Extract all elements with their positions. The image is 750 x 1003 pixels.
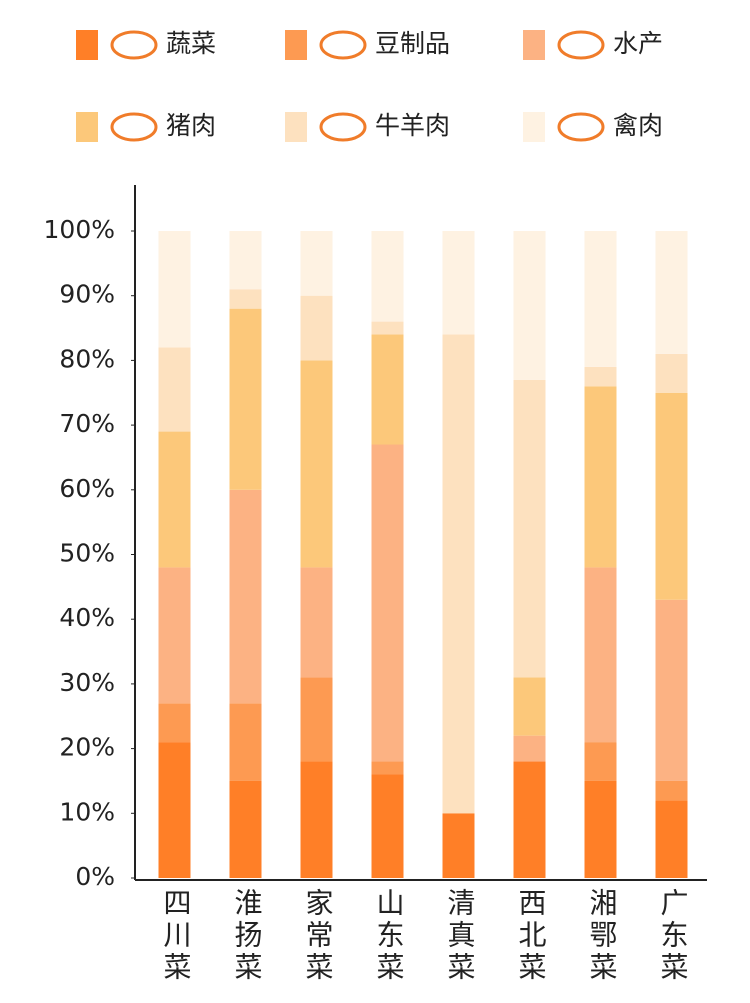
x-tick-label: 广东菜 xyxy=(657,888,690,984)
bar-segment xyxy=(513,379,546,678)
bar-segment xyxy=(584,567,617,743)
bar-segment xyxy=(229,308,262,490)
legend-swatch xyxy=(76,112,98,142)
legend-swatch xyxy=(285,112,307,142)
bar-segment xyxy=(158,742,191,878)
bar-segment xyxy=(158,703,191,743)
bar-segment xyxy=(442,813,475,878)
bar-segment xyxy=(371,334,404,445)
y-tick-label: 60% xyxy=(59,474,115,503)
bar-segment xyxy=(442,334,475,814)
bar-segment xyxy=(655,392,688,600)
x-tick-label: 山东菜 xyxy=(373,888,406,984)
x-tick-label: 西北菜 xyxy=(515,888,548,984)
bar-segment xyxy=(513,735,546,762)
bar-segment xyxy=(300,761,333,878)
legend-label: 猪肉 xyxy=(166,111,216,140)
legend-label: 豆制品 xyxy=(375,29,450,58)
bar-segment xyxy=(300,567,333,678)
y-tick-label: 30% xyxy=(59,668,115,697)
bar-segment xyxy=(300,360,333,568)
bar-segment xyxy=(300,231,333,296)
bar-segment xyxy=(229,489,262,704)
bar-segment xyxy=(371,774,404,878)
bar-segment xyxy=(300,295,333,361)
bar-segment xyxy=(584,780,617,878)
y-tick-label: 100% xyxy=(44,215,115,244)
bar-segment xyxy=(513,761,546,878)
legend-label: 禽肉 xyxy=(613,111,663,140)
bar-segment xyxy=(371,444,404,762)
y-tick-label: 70% xyxy=(59,409,115,438)
y-tick-label: 90% xyxy=(59,280,115,309)
legend-swatch xyxy=(523,30,545,60)
bar-segment xyxy=(655,231,688,354)
bar-segment xyxy=(584,366,617,387)
legend-swatch xyxy=(76,30,98,60)
x-tick-label: 湘鄂菜 xyxy=(586,888,619,984)
y-tick-label: 40% xyxy=(59,603,115,632)
legend-swatch xyxy=(285,30,307,60)
y-tick-label: 0% xyxy=(75,862,115,891)
y-tick-label: 80% xyxy=(59,344,115,373)
bar-segment xyxy=(584,231,617,367)
bar-segment xyxy=(513,677,546,736)
legend-icon xyxy=(110,30,158,60)
bar-segment xyxy=(584,742,617,781)
legend-icon xyxy=(557,112,605,142)
legend-label: 蔬菜 xyxy=(166,29,216,58)
legend-label: 水产 xyxy=(613,29,663,58)
bar-segment xyxy=(371,231,404,322)
x-tick-label: 淮扬菜 xyxy=(231,888,264,984)
legend-icon xyxy=(319,30,367,60)
legend-icon xyxy=(557,30,605,60)
bar-segment xyxy=(655,800,688,878)
bar-segment xyxy=(442,231,475,335)
bar-segment xyxy=(371,761,404,775)
bar-segment xyxy=(158,231,191,348)
x-tick-label: 家常菜 xyxy=(302,888,335,984)
x-tick-label: 四川菜 xyxy=(160,888,193,984)
bar-segment xyxy=(371,321,404,335)
x-tick-label: 清真菜 xyxy=(444,888,477,984)
bar-segment xyxy=(158,431,191,568)
bar-segment xyxy=(229,780,262,878)
legend-icon xyxy=(319,112,367,142)
bar-segment xyxy=(655,599,688,781)
bar-segment xyxy=(158,347,191,432)
y-tick-label: 10% xyxy=(59,797,115,826)
bar-segment xyxy=(229,289,262,309)
bar-segment xyxy=(655,353,688,393)
legend-label: 牛羊肉 xyxy=(375,111,450,140)
y-tick-label: 20% xyxy=(59,733,115,762)
legend-swatch xyxy=(523,112,545,142)
bar-segment xyxy=(655,780,688,801)
bar-segment xyxy=(229,703,262,781)
bar-segment xyxy=(584,386,617,568)
legend-icon xyxy=(110,112,158,142)
bar-segment xyxy=(158,567,191,704)
y-tick-label: 50% xyxy=(59,539,115,568)
bar-segment xyxy=(513,231,546,380)
bar-segment xyxy=(300,677,333,762)
bar-segment xyxy=(229,231,262,290)
